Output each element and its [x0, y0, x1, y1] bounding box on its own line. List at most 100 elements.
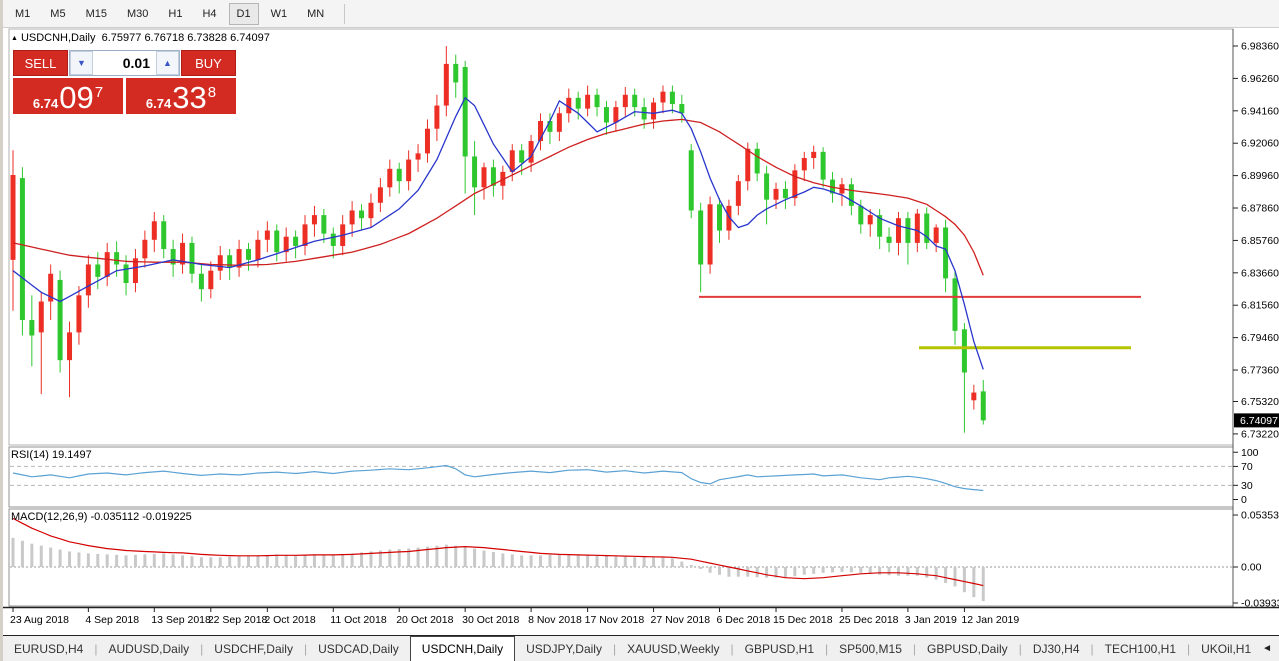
svg-text:6.75320: 6.75320: [1241, 396, 1279, 408]
tab-separator: |: [1018, 641, 1022, 656]
svg-text:2 Oct 2018: 2 Oct 2018: [264, 614, 316, 626]
macd-signal-line: [12, 517, 984, 587]
svg-text:100: 100: [1241, 447, 1259, 459]
ohlc-values: 6.75977 6.76718 6.73828 6.74097: [101, 32, 270, 44]
timeframe-toolbar: M1 M5 M15 M30 H1 H4 D1 W1 MN: [3, 0, 1279, 28]
tab-separator: |: [1187, 641, 1191, 656]
svg-text:0.053532: 0.053532: [1241, 510, 1279, 522]
svg-text:22 Sep 2018: 22 Sep 2018: [208, 614, 268, 626]
buy-button[interactable]: BUY: [181, 50, 236, 76]
tab-scroll-arrows: ◄►: [1262, 636, 1279, 661]
svg-text:6.92060: 6.92060: [1241, 138, 1279, 150]
chart-tab-bar: EURUSD,H4 | AUDUSD,Daily | USDCHF,Daily | USDC…: [3, 635, 1279, 661]
timeframe-m5[interactable]: M5: [42, 3, 73, 25]
timeframe-m15[interactable]: M15: [78, 3, 115, 25]
timeframe-m30[interactable]: M30: [119, 3, 156, 25]
svg-text:15 Dec 2018: 15 Dec 2018: [773, 614, 833, 626]
svg-text:0: 0: [1241, 494, 1247, 506]
tab-separator: |: [1090, 641, 1094, 656]
timeframe-h4[interactable]: H4: [194, 3, 224, 25]
svg-text:6.77360: 6.77360: [1241, 365, 1279, 377]
buy-price-box[interactable]: 6.74 33 8: [126, 78, 236, 114]
macd-panel[interactable]: [8, 508, 1234, 607]
timeframe-mn[interactable]: MN: [299, 3, 332, 25]
sell-price-box[interactable]: 6.74 09 7: [13, 78, 123, 114]
svg-text:6.81560: 6.81560: [1241, 300, 1279, 312]
chart-symbol-title: ▲ USDCNH,Daily 6.75977 6.76718 6.73828 6.…: [11, 32, 270, 44]
volume-increase-button[interactable]: ▲: [156, 51, 179, 75]
svg-text:4 Sep 2018: 4 Sep 2018: [85, 614, 139, 626]
collapse-arrow-icon[interactable]: ▲: [11, 35, 18, 42]
tab-separator: |: [200, 641, 204, 656]
volume-stepper: ▼ 0.01 ▲: [69, 50, 180, 76]
svg-text:6.87860: 6.87860: [1241, 203, 1279, 215]
tab-usdcnh-daily[interactable]: USDCNH,Daily: [409, 636, 516, 661]
chevron-up-icon: ▲: [163, 58, 172, 68]
volume-decrease-button[interactable]: ▼: [70, 51, 93, 75]
tab-gbpusd-daily[interactable]: GBPUSD,Daily: [927, 641, 1008, 656]
tab-scroll-left-icon[interactable]: ◄: [1262, 643, 1273, 654]
rsi-indicator-label: RSI(14) 19.1497: [11, 449, 92, 461]
tab-separator: |: [825, 641, 829, 656]
svg-text:6.83660: 6.83660: [1241, 267, 1279, 279]
volume-input[interactable]: 0.01: [122, 55, 150, 71]
rsi-indicator: 100 70 30 0: [10, 447, 1259, 506]
tab-gbpusd-h1[interactable]: GBPUSD,H1: [744, 641, 815, 656]
chart-canvas[interactable]: 6.98360 6.96260 6.94160 6.92060 6.89960 6.878…: [3, 28, 1279, 635]
buy-price-big: 33: [172, 80, 207, 115]
timeframe-w1[interactable]: W1: [263, 3, 296, 25]
svg-text:6.96260: 6.96260: [1241, 73, 1279, 85]
svg-text:6.79460: 6.79460: [1241, 332, 1279, 344]
sell-price-sup: 7: [94, 84, 104, 101]
tab-sp500-m15[interactable]: SP500,M15: [839, 641, 902, 656]
rsi-panel[interactable]: [8, 446, 1234, 508]
svg-text:30: 30: [1241, 480, 1253, 492]
sell-price-big: 09: [59, 80, 94, 115]
tab-separator: |: [912, 641, 916, 656]
chevron-down-icon: ▼: [77, 58, 86, 68]
tab-separator: |: [303, 641, 308, 656]
svg-text:6.94160: 6.94160: [1241, 105, 1279, 117]
sell-price-prefix: 6.74: [32, 96, 59, 111]
chart-window: 6.98360 6.96260 6.94160 6.92060 6.89960 6.878…: [3, 28, 1279, 635]
timeframe-m1[interactable]: M1: [7, 3, 38, 25]
price-scale[interactable]: 6.98360 6.96260 6.94160 6.92060 6.89960 6.878…: [1233, 41, 1279, 441]
svg-text:30 Oct 2018: 30 Oct 2018: [462, 614, 519, 626]
sell-button[interactable]: SELL: [13, 50, 68, 76]
svg-text:13 Sep 2018: 13 Sep 2018: [151, 614, 211, 626]
tab-usdjpy-daily[interactable]: USDJPY,Daily: [526, 641, 602, 656]
tab-separator: |: [730, 641, 734, 656]
macd-indicator-label: MACD(12,26,9) -0.035112 -0.019225: [11, 511, 192, 523]
current-price-badge: [1234, 413, 1279, 428]
tab-audusd-daily[interactable]: AUDUSD,Daily: [108, 641, 190, 656]
svg-text:27 Nov 2018: 27 Nov 2018: [651, 614, 711, 626]
symbol-name: USDCNH,Daily: [20, 32, 96, 44]
tab-eurusd-h4[interactable]: EURUSD,H4: [14, 641, 84, 656]
one-click-trading-panel: SELL ▼ 0.01 ▲ BUY 6.74 09 7 6.74 33 8: [13, 50, 236, 114]
tab-ukoil-h1[interactable]: UKOil,H1: [1201, 641, 1252, 656]
toolbar-separator: [344, 3, 346, 24]
tab-usdchf-daily[interactable]: USDCHF,Daily: [214, 641, 293, 656]
macd-indicator: 0.053532 0.00 -0.039333: [10, 510, 1279, 610]
tab-xauusd-weekly[interactable]: XAUUSD,Weekly: [627, 641, 720, 656]
svg-text:20 Oct 2018: 20 Oct 2018: [396, 614, 453, 626]
svg-text:70: 70: [1241, 461, 1253, 473]
ma-slow-red-line: [12, 118, 984, 276]
svg-text:-0.039333: -0.039333: [1241, 598, 1279, 610]
svg-text:6.73220: 6.73220: [1241, 428, 1279, 440]
tab-tech100-h1[interactable]: TECH100,H1: [1104, 641, 1176, 656]
svg-text:6.74097: 6.74097: [1240, 415, 1278, 427]
svg-text:17 Nov 2018: 17 Nov 2018: [585, 614, 645, 626]
timeframe-h1[interactable]: H1: [160, 3, 190, 25]
svg-text:11 Oct 2018: 11 Oct 2018: [330, 614, 387, 626]
timeframe-d1[interactable]: D1: [228, 2, 259, 25]
svg-text:6.98360: 6.98360: [1241, 41, 1279, 53]
tab-usdcad-daily[interactable]: USDCAD,Daily: [318, 641, 399, 656]
tab-dj30-h4[interactable]: DJ30,H4: [1032, 641, 1080, 656]
rsi-line: [12, 464, 984, 492]
tab-separator: |: [612, 641, 617, 656]
svg-text:6.85760: 6.85760: [1241, 235, 1279, 247]
buy-price-sup: 8: [207, 84, 217, 101]
svg-text:12 Jan 2019: 12 Jan 2019: [961, 614, 1019, 626]
